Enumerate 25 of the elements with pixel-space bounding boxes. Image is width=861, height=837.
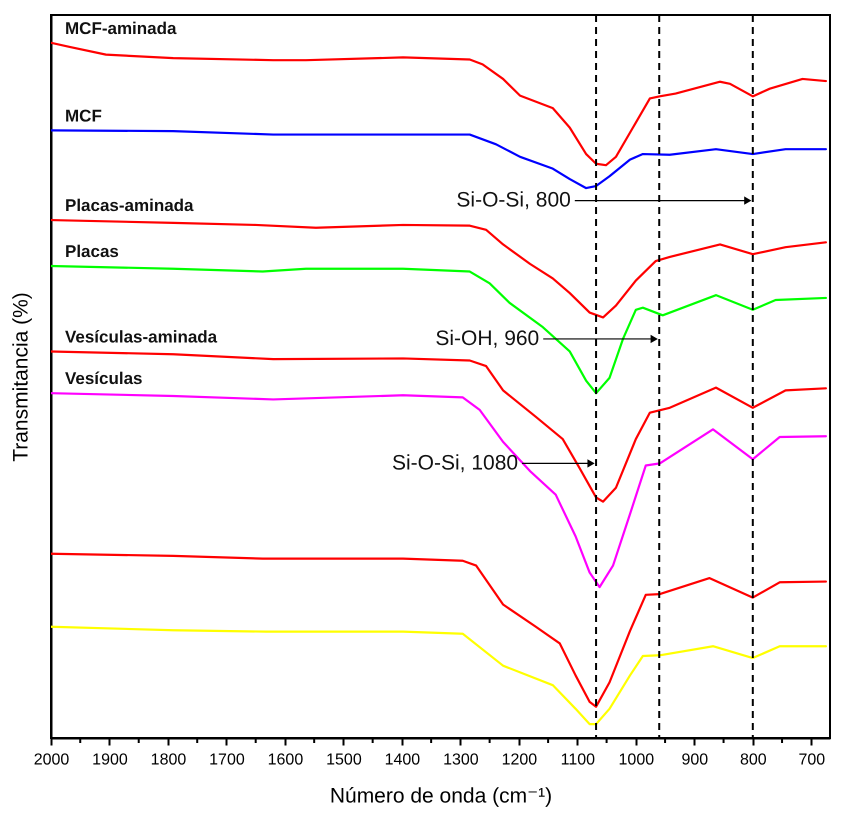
series-label: MCF-aminada xyxy=(65,18,177,38)
x-tick-label: 1700 xyxy=(209,752,245,768)
x-tick-label: 1400 xyxy=(384,752,420,768)
series-label: Vesículas xyxy=(65,369,143,388)
x-tick-label: 700 xyxy=(798,752,826,768)
x-tick-label: 1500 xyxy=(326,752,362,768)
x-tick-label: 800 xyxy=(740,752,767,768)
x-tick-label: 1000 xyxy=(618,752,654,768)
x-tick-label: 1200 xyxy=(502,752,538,768)
x-tick-label: 2000 xyxy=(34,752,70,768)
series-label: Placas-aminada xyxy=(65,196,194,216)
x-tick-label: 1900 xyxy=(92,752,128,768)
y-axis-title: Transmitancia (%) xyxy=(10,292,32,462)
x-tick-label: 900 xyxy=(681,752,708,768)
annotation: Si-OH, 960 xyxy=(435,326,540,350)
x-tick-label: 1800 xyxy=(150,752,186,768)
x-tick-label: 1100 xyxy=(560,752,596,768)
x-tick-label: 1600 xyxy=(268,752,304,768)
annotation: Si-O-Si, 1080 xyxy=(392,451,518,474)
x-axis-title: Número de onda (cm⁻¹) xyxy=(330,784,552,808)
series-label: MCF xyxy=(65,106,102,126)
series-label: Placas xyxy=(65,242,119,261)
x-tick-label: 1300 xyxy=(443,752,479,768)
annotation: Si-O-Si, 800 xyxy=(456,188,571,212)
series-label: Vesículas-aminada xyxy=(65,327,218,346)
